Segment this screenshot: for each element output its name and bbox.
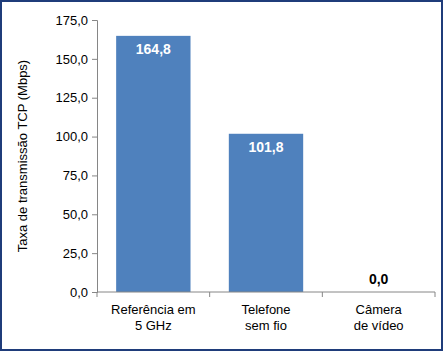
y-tick: 50,0: [63, 207, 97, 222]
y-tick-mark: [92, 292, 97, 293]
y-tick-mark: [92, 59, 97, 60]
y-tick-label: 0,0: [70, 285, 88, 300]
y-tick-label: 125,0: [55, 90, 88, 105]
y-axis-title: Taxa de transmissão TCP (Mbps): [15, 60, 30, 252]
y-axis: 0,0 25,0 50,0 75,0 100,0 125,0 150,0 175,0: [55, 13, 97, 300]
y-tick-label: 25,0: [63, 246, 88, 261]
x-labels: Referência em5 GHz Telefonesem fio Câmerad…: [111, 302, 404, 333]
frame: [1, 1, 442, 350]
bar: [229, 134, 303, 292]
x-separator: [209, 292, 210, 297]
y-tick: 100,0: [55, 129, 97, 144]
x-tick-label: Referência em5 GHz: [111, 302, 196, 333]
y-tick-label: 100,0: [55, 129, 88, 144]
x-axis-line: [97, 292, 435, 293]
y-axis-line: [92, 21, 98, 293]
y-tick-mark: [92, 175, 97, 176]
y-tick-mark: [92, 20, 97, 21]
y-tick-mark: [92, 214, 97, 215]
data-labels: 164,8 101,8 0,0: [136, 41, 389, 287]
x-separator: [97, 292, 98, 297]
y-tick: 0,0: [70, 285, 97, 300]
y-tick-label: 75,0: [63, 168, 88, 183]
y-tick: 25,0: [63, 246, 97, 261]
data-label: 0,0: [369, 271, 389, 287]
plot: 0,0 25,0 50,0 75,0 100,0 125,0 150,0 175,0 Refer…: [55, 13, 435, 333]
x-tick-label: Telefonesem fio: [241, 302, 290, 333]
y-tick: 150,0: [55, 52, 97, 67]
y-tick-label: 175,0: [55, 13, 88, 28]
bar: [116, 36, 190, 292]
data-label: 164,8: [136, 41, 171, 57]
x-tick-label: Câmerade vídeo: [354, 302, 404, 333]
chart: 0,0 25,0 50,0 75,0 100,0 125,0 150,0 175,0 Refer…: [0, 0, 443, 351]
y-tick: 175,0: [55, 13, 97, 28]
bars: [116, 36, 303, 292]
x-separator: [322, 292, 323, 297]
y-tick: 75,0: [63, 168, 97, 183]
y-tick-label: 150,0: [55, 52, 88, 67]
x-separator: [435, 292, 436, 297]
data-label: 101,8: [248, 139, 283, 155]
y-tick-mark: [92, 98, 97, 99]
y-tick-mark: [92, 137, 97, 138]
y-tick-mark: [92, 253, 97, 254]
x-axis: [97, 292, 435, 297]
y-tick-label: 50,0: [63, 207, 88, 222]
y-tick: 125,0: [55, 90, 97, 105]
